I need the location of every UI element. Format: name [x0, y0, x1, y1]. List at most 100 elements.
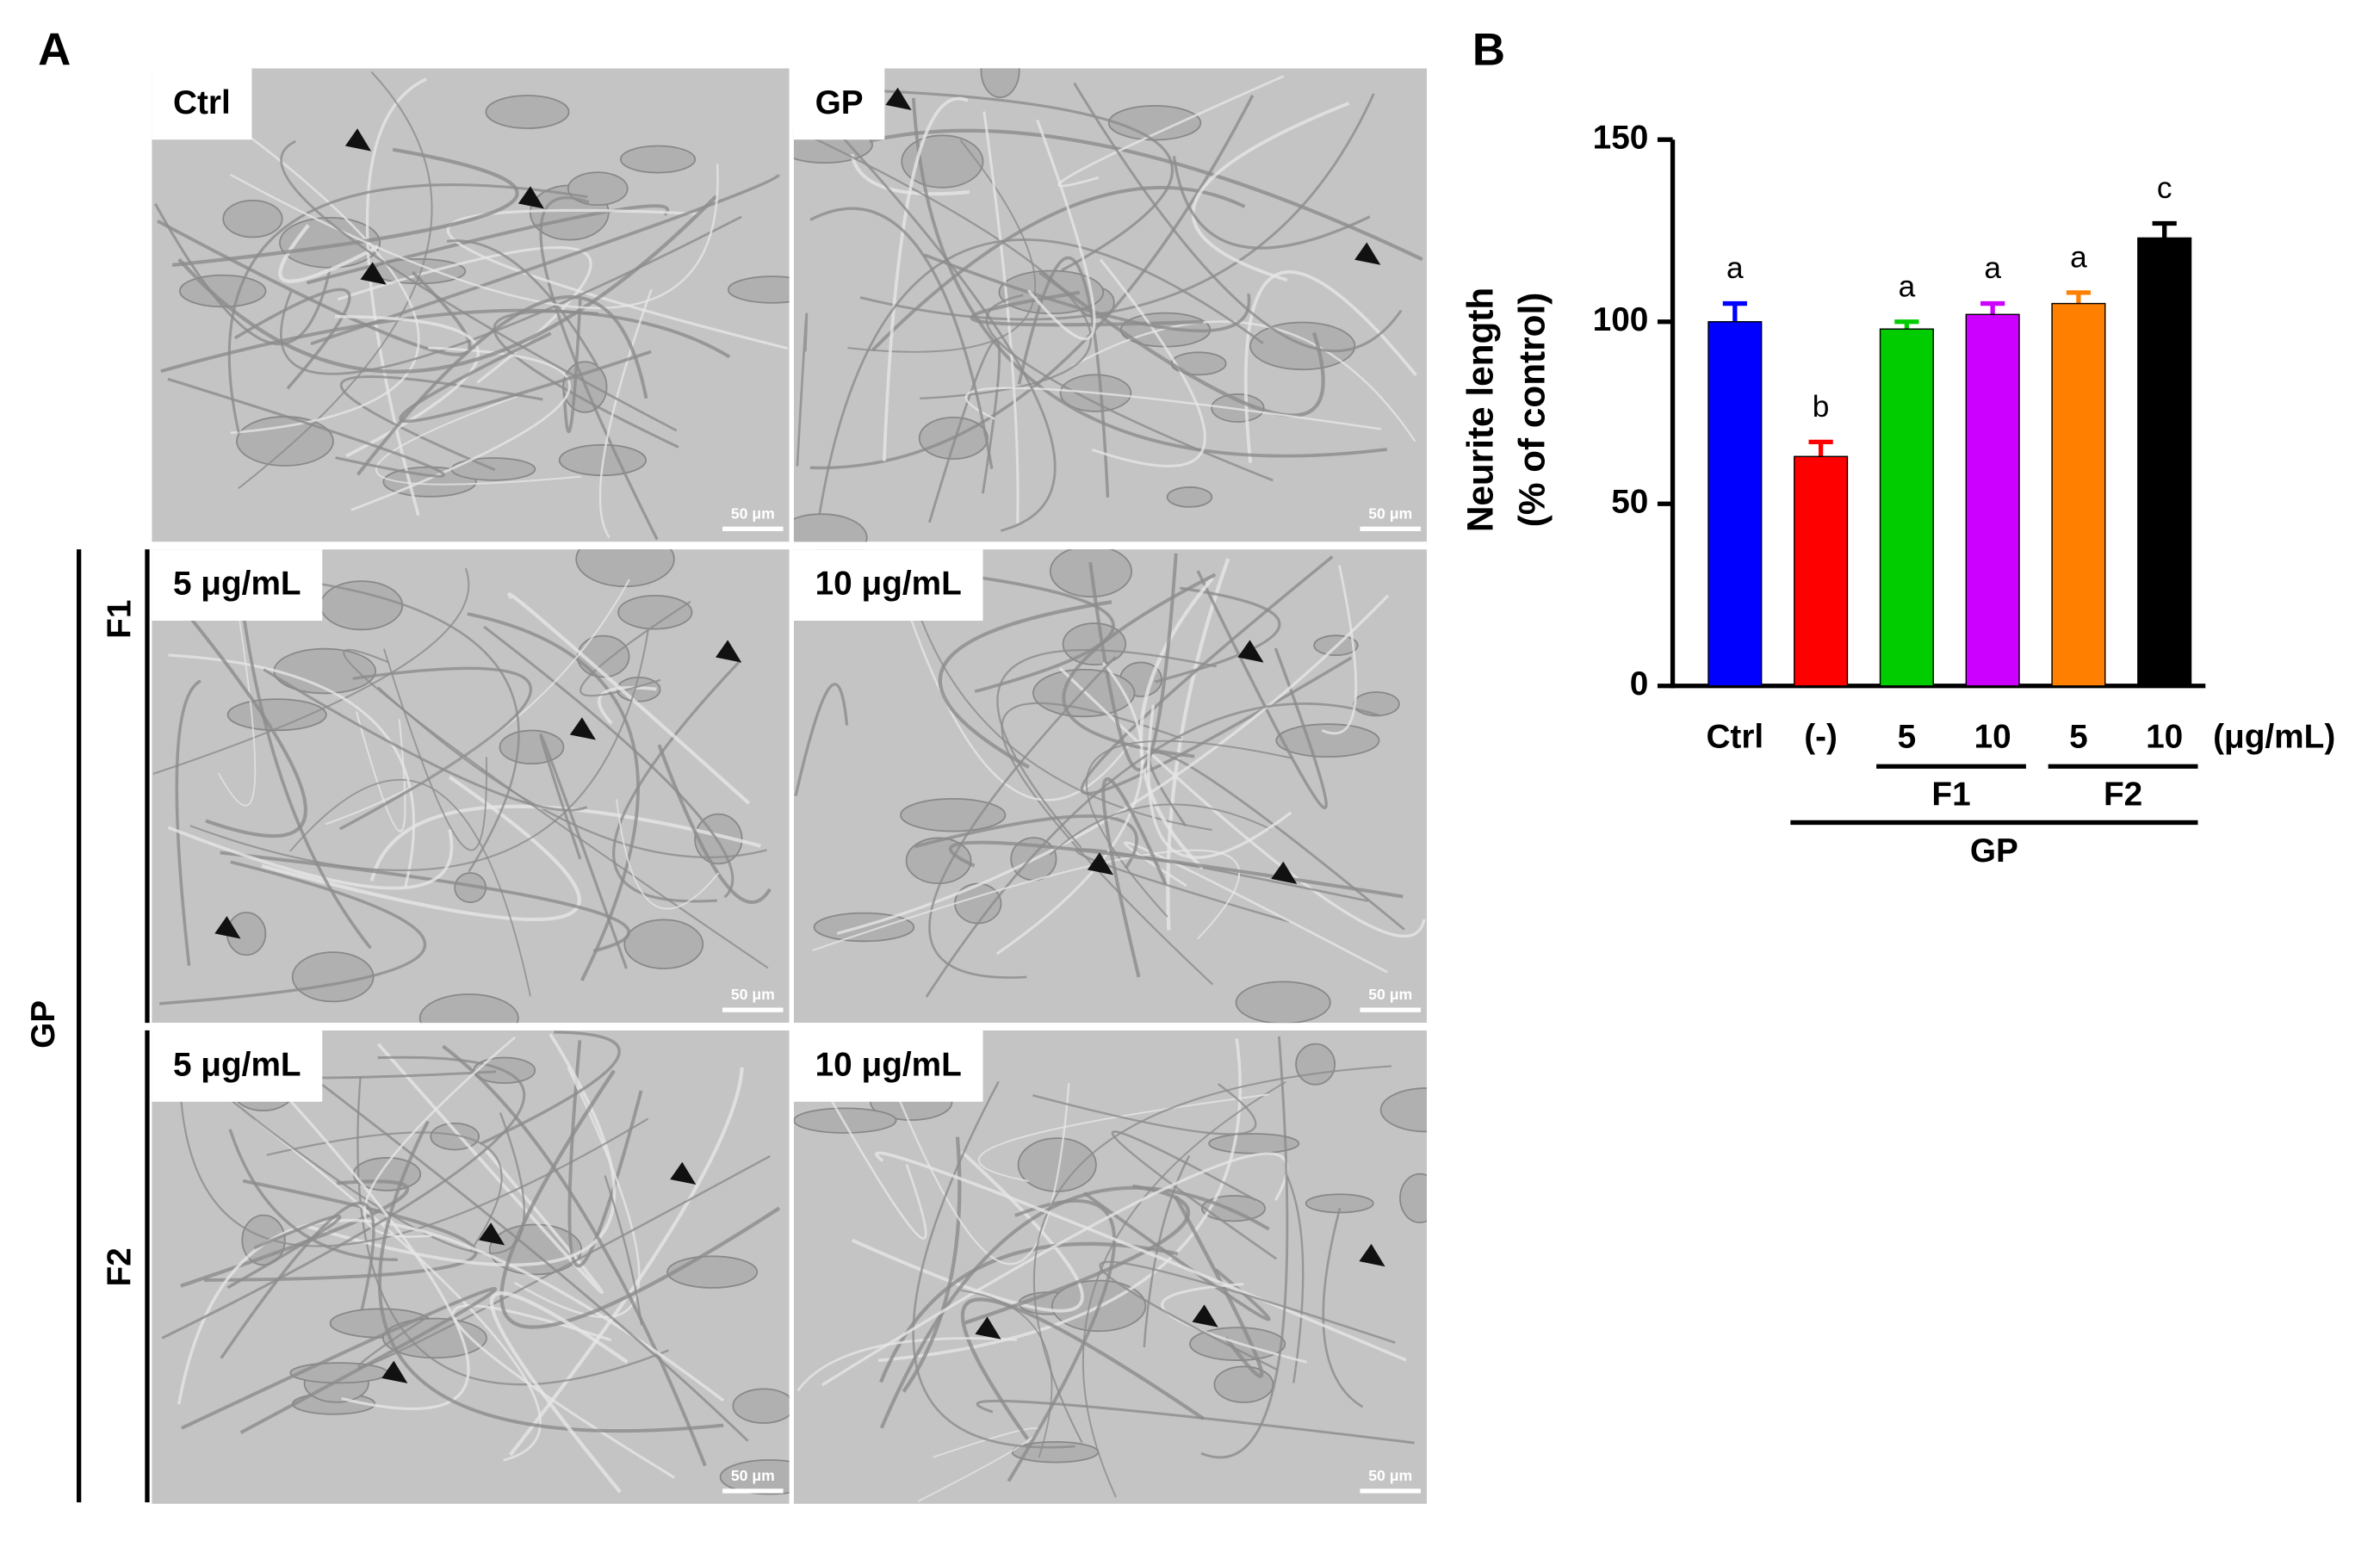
- y-axis-label: (% of control): [1511, 293, 1552, 528]
- neurite: [1147, 704, 1292, 859]
- neurite: [879, 1185, 1270, 1429]
- neurite: [289, 778, 531, 997]
- cell-body: [727, 275, 790, 304]
- neurite: [796, 1337, 1018, 1392]
- neurite: [483, 625, 734, 899]
- cell-body: [319, 580, 404, 631]
- neurite: [270, 1044, 749, 1442]
- neurite: [812, 849, 1241, 952]
- neurite: [168, 653, 415, 888]
- neurite: [794, 683, 849, 796]
- neurite: [217, 555, 257, 807]
- neurite: [306, 204, 670, 285]
- panel-condition-label: GP: [815, 84, 864, 121]
- neurite: [369, 804, 761, 882]
- neurite: [171, 147, 519, 268]
- cell-body: [793, 1107, 897, 1134]
- neurite: [167, 377, 446, 478]
- x-tick-label: 5: [1898, 719, 1917, 756]
- neurite: [976, 1399, 1415, 1445]
- arrowhead: [479, 1222, 505, 1246]
- neurite: [539, 733, 628, 969]
- cell-body: [1353, 691, 1400, 717]
- cell-body: [1399, 1173, 1427, 1223]
- neurite: [1196, 570, 1328, 810]
- label-background: [152, 549, 323, 621]
- label-background: [793, 549, 983, 621]
- neurite: [467, 612, 640, 981]
- neurite: [836, 594, 1390, 935]
- significance-label: a: [1984, 251, 2001, 285]
- neurite: [507, 592, 751, 805]
- neurite: [1032, 1083, 1257, 1135]
- arrowhead: [670, 1161, 697, 1185]
- neurite: [904, 603, 1131, 801]
- neurite: [177, 195, 718, 374]
- cell-body: [905, 837, 972, 885]
- neurite: [604, 1175, 643, 1326]
- neurite: [338, 666, 533, 831]
- row-label: F2: [101, 1247, 138, 1286]
- neurite: [152, 567, 470, 775]
- neurite: [377, 1120, 724, 1433]
- neurite: [1062, 572, 1217, 758]
- neurite: [355, 711, 406, 832]
- neurite: [1101, 777, 1168, 978]
- cell-body: [793, 513, 868, 542]
- neurite: [809, 207, 994, 469]
- neurite: [964, 1184, 1191, 1325]
- neurite: [377, 1043, 604, 1295]
- arrowhead: [1359, 1243, 1385, 1267]
- neurite: [598, 685, 657, 725]
- cell-body: [619, 145, 697, 174]
- arrowhead: [360, 262, 387, 285]
- significance-label: a: [2070, 240, 2087, 274]
- y-tick-label: 50: [1611, 484, 1648, 521]
- arrowhead: [716, 640, 742, 663]
- neurite: [960, 1297, 1205, 1440]
- neurite: [925, 702, 1379, 998]
- neurite: [923, 253, 1251, 333]
- neurite: [228, 1129, 398, 1262]
- neurite: [1085, 739, 1293, 918]
- arrowhead: [381, 1360, 408, 1383]
- neurite: [897, 566, 1115, 694]
- cell-body: [617, 595, 693, 630]
- neurite: [847, 139, 1037, 353]
- x-tick-label: 10: [1974, 719, 2011, 756]
- neurite: [165, 1046, 525, 1255]
- cell-body: [623, 919, 704, 969]
- significance-label: a: [1899, 269, 1916, 303]
- neurite: [499, 1069, 781, 1329]
- neurite: [809, 94, 1255, 470]
- neurite: [796, 312, 809, 467]
- neurite: [383, 648, 487, 851]
- bar: [1879, 328, 1934, 687]
- neurite: [1032, 1065, 1392, 1444]
- scale-bar: [1360, 1488, 1421, 1494]
- scale-bar-label: 50 μm: [1368, 1467, 1412, 1484]
- panel-condition-label: 10 μg/mL: [815, 1046, 962, 1083]
- neurite: [1191, 102, 1350, 282]
- cell-body: [291, 951, 375, 1003]
- neurite: [995, 661, 1144, 956]
- neurite: [938, 600, 1113, 770]
- cell-body: [1275, 723, 1380, 758]
- arrowhead: [344, 128, 372, 152]
- neurite: [1166, 558, 1230, 931]
- neurite: [160, 308, 731, 374]
- neurite: [964, 387, 1381, 430]
- neurite: [310, 581, 520, 873]
- neurite: [1143, 1154, 1191, 1347]
- neurite: [818, 238, 1264, 514]
- panel-condition-label: 5 μg/mL: [173, 566, 301, 603]
- micrograph: 5 μg/mL 50 μm: [152, 1030, 790, 1504]
- arrowhead: [214, 916, 241, 939]
- neurite: [350, 346, 571, 511]
- neurite: [280, 139, 678, 432]
- neurite: [657, 744, 772, 905]
- significance-label: c: [2157, 171, 2172, 205]
- y-tick-label: 100: [1593, 301, 1649, 338]
- arrowhead: [1354, 242, 1381, 265]
